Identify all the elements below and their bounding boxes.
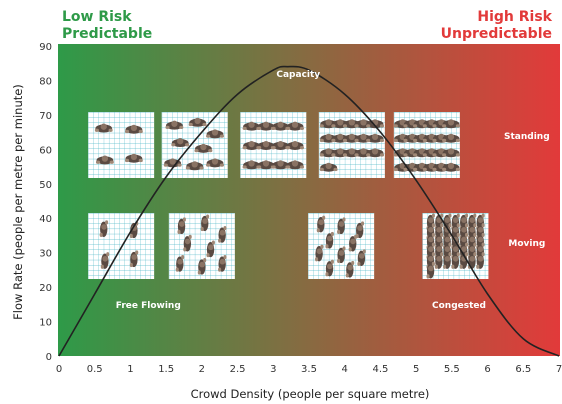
- crowd-illustrations: [88, 112, 489, 279]
- high-risk-title: High Risk: [477, 9, 552, 25]
- x-tick-label: 6.5: [515, 364, 531, 375]
- x-tick-label: 0: [56, 364, 62, 375]
- y-tick-label: 60: [39, 145, 52, 156]
- y-axis-label: Flow Rate (people per metre per minute): [11, 84, 25, 320]
- y-tick-label: 80: [39, 76, 52, 87]
- x-tick-label: 5.5: [444, 364, 460, 375]
- x-axis-ticks: 0 0.5 1 1.5 2 2.5 3 3.5 4 4.5 5 5.5 6 6.5 7: [56, 364, 562, 375]
- y-tick-label: 40: [39, 214, 52, 225]
- x-tick-label: 3.5: [301, 364, 317, 375]
- x-tick-label: 2.5: [230, 364, 246, 375]
- crowd-illustration: [88, 112, 155, 178]
- crowd-illustration: [88, 213, 155, 279]
- crowd-illustration: [308, 213, 375, 279]
- annotation-label: Capacity: [276, 70, 320, 80]
- risk-gradient-background: [58, 44, 560, 356]
- low-risk-label: Low Risk Predictable: [62, 9, 152, 43]
- y-tick-label: 0: [46, 352, 52, 363]
- annotation-label: Free Flowing: [116, 301, 181, 311]
- crowd-illustration: [168, 213, 235, 279]
- y-tick-label: 50: [39, 180, 52, 191]
- y-tick-label: 30: [39, 249, 52, 260]
- x-tick-label: 1.5: [158, 364, 174, 375]
- x-tick-label: 3: [270, 364, 276, 375]
- annotation-label: Moving: [508, 239, 545, 249]
- flow-density-curve: [58, 65, 560, 357]
- x-tick-label: 1: [127, 364, 133, 375]
- y-tick-label: 10: [39, 318, 52, 329]
- annotation-label: Standing: [504, 132, 550, 142]
- low-risk-subtitle: Predictable: [62, 26, 153, 42]
- crowd-illustration: [240, 112, 307, 178]
- y-tick-label: 90: [39, 42, 52, 53]
- x-axis-label: Crowd Density (people per square metre): [191, 387, 430, 401]
- x-tick-label: 4: [342, 364, 348, 375]
- x-tick-label: 7: [556, 364, 562, 375]
- x-tick-label: 5: [413, 364, 419, 375]
- crowd-illustration: [318, 112, 385, 178]
- x-tick-label: 0.5: [87, 364, 103, 375]
- x-tick-label: 2: [199, 364, 205, 375]
- y-tick-label: 20: [39, 283, 52, 294]
- crowd-illustration: [422, 213, 489, 279]
- y-tick-label: 70: [39, 111, 52, 122]
- x-tick-label: 6: [484, 364, 490, 375]
- crowd-illustration: [393, 112, 461, 178]
- y-axis-ticks: 0 10 20 30 40 50 60 70 80 90: [39, 42, 52, 363]
- chart-annotations: Capacity Standing Moving Free Flowing Conges…: [116, 70, 550, 311]
- x-tick-label: 4.5: [372, 364, 388, 375]
- low-risk-title: Low Risk: [62, 9, 132, 25]
- high-risk-label: High Risk Unpredictable: [441, 9, 552, 43]
- annotation-label: Congested: [432, 301, 486, 311]
- high-risk-subtitle: Unpredictable: [440, 26, 552, 42]
